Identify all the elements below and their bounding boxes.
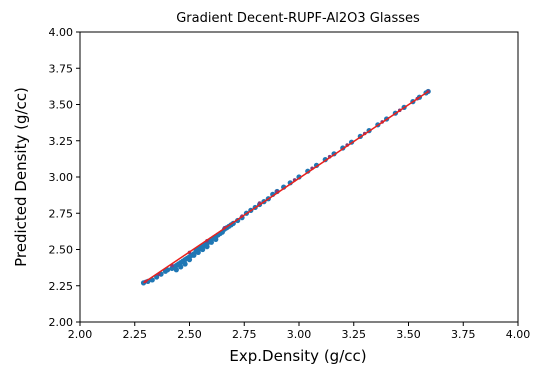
x-tick-label: 3.00 bbox=[287, 328, 312, 341]
x-tick-label: 3.25 bbox=[342, 328, 367, 341]
y-axis: 2.00 2.25 2.50 2.75 3.00 3.25 3.50 3.75 4.00 bbox=[49, 26, 80, 329]
y-tick-label: 2.00 bbox=[49, 316, 74, 329]
scatter-point bbox=[195, 249, 201, 255]
x-axis: 2.00 2.25 2.50 2.75 3.00 3.25 3.50 3.75 4.00 bbox=[68, 322, 531, 341]
scatter-point bbox=[191, 252, 197, 258]
y-axis-label: Predicted Density (g/cc) bbox=[12, 87, 30, 267]
y-tick-label: 3.25 bbox=[49, 135, 74, 148]
chart-title: Gradient Decent-RUPF-Al2O3 Glasses bbox=[176, 11, 420, 26]
scatter-point bbox=[186, 257, 193, 263]
x-tick-label: 3.50 bbox=[396, 328, 421, 341]
y-tick-label: 2.25 bbox=[49, 280, 74, 293]
scatter-point bbox=[213, 236, 219, 242]
scatter-point bbox=[178, 264, 184, 270]
x-tick-label: 2.75 bbox=[232, 328, 257, 341]
x-tick-label: 2.00 bbox=[68, 328, 93, 341]
x-axis-label: Exp.Density (g/cc) bbox=[229, 347, 366, 365]
scatter-point bbox=[208, 239, 214, 245]
scatter-point bbox=[165, 267, 171, 273]
x-tick-label: 2.50 bbox=[177, 328, 202, 341]
scatter-point bbox=[200, 246, 206, 253]
scatter-point bbox=[182, 261, 188, 267]
fit-line bbox=[143, 90, 429, 284]
y-tick-label: 3.50 bbox=[49, 99, 74, 112]
x-tick-label: 2.25 bbox=[123, 328, 148, 341]
scatter-point bbox=[173, 267, 179, 273]
y-tick-label: 3.75 bbox=[49, 62, 74, 75]
y-tick-label: 2.75 bbox=[49, 207, 74, 220]
y-tick-label: 2.50 bbox=[49, 244, 74, 257]
scatter-point bbox=[204, 244, 210, 250]
x-tick-label: 4.00 bbox=[506, 328, 531, 341]
plot-marks bbox=[140, 88, 431, 286]
y-tick-label: 4.00 bbox=[49, 26, 74, 39]
y-tick-label: 3.00 bbox=[49, 171, 74, 184]
x-tick-label: 3.75 bbox=[451, 328, 476, 341]
